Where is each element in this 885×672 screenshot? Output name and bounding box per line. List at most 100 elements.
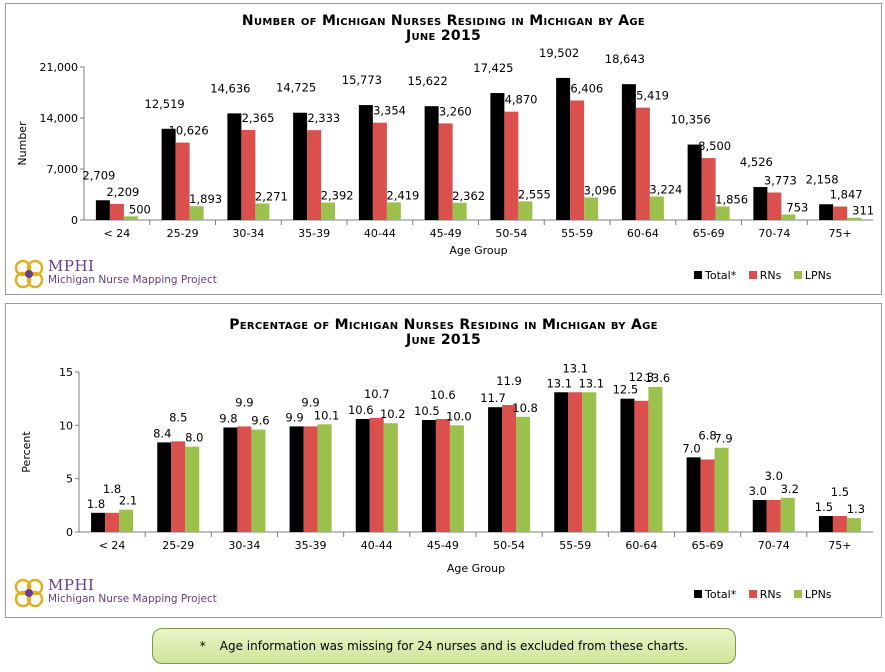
mphi-logo-subtitle: Michigan Nurse Mapping Project (48, 593, 217, 605)
count-chart-data-label-rns: 12,333 (300, 111, 340, 125)
count-chart-data-label-total: 2,709 (82, 168, 115, 182)
count-chart-data-label-total: 2,158 (806, 172, 839, 186)
percent-chart-bar-lpns-50-54 (516, 416, 531, 532)
percent-chart-data-label-lpns: 8.0 (185, 431, 203, 445)
percent-chart-x-tick-label: 35-39 (295, 539, 327, 552)
percent-chart-data-label-rns: 12.3 (629, 370, 655, 384)
count-chart-bar-rns-50-54 (504, 111, 519, 220)
percent-chart-data-label-rns: 10.7 (364, 387, 390, 401)
count-chart-x-tick-label: 65-69 (693, 227, 725, 240)
percent-chart-bar-total-35-39 (289, 426, 304, 532)
footnote-text: Age information was missing for 24 nurse… (219, 639, 689, 653)
count-chart-data-label-lpns: 2,419 (386, 188, 419, 202)
count-chart-data-label-rns: 10,626 (169, 124, 209, 138)
percent-chart-data-label-rns: 1.8 (103, 482, 121, 496)
percent-chart-x-tick-label: < 24 (99, 539, 126, 552)
percent-chart-y-tick-label: 5 (66, 473, 73, 486)
count-chart-svg: 0 7,000 14,000 21,000 Number < 24 2,709 2,209 50… (16, 46, 874, 257)
percent-chart-data-label-rns: 13.1 (562, 361, 588, 375)
percent-chart-bar-lpns-60-64 (648, 386, 663, 532)
percent-chart-x-tick-label: 65-69 (692, 539, 724, 552)
percent-chart-data-label-rns: 8.5 (169, 410, 187, 424)
mphi-logo-icon (14, 259, 44, 289)
count-chart-data-label-lpns: 1,856 (715, 192, 748, 206)
legend-item-lpns: LPNs (793, 588, 832, 601)
percent-chart-data-label-total: 10.5 (414, 404, 440, 418)
percent-chart-bar-total-30-34 (223, 427, 238, 532)
count-chart-x-tick-label: 50-54 (495, 227, 527, 240)
count-chart-bar-total-55-59 (556, 77, 571, 220)
percent-chart-bar-lpns-40-44 (383, 423, 398, 532)
count-chart-x-tick-label: 35-39 (298, 227, 330, 240)
percent-chart-bar-rns-70-74 (766, 500, 781, 532)
count-chart-data-label-rns: 2,209 (106, 185, 139, 199)
count-chart-bar-rns-35-39 (307, 130, 322, 220)
percent-chart-bar-total-60-64 (620, 398, 635, 532)
count-chart-data-label-total: 18,643 (605, 52, 645, 66)
count-chart-bar-lpns-30-34 (255, 203, 270, 220)
count-chart-bar-total-70-74 (753, 187, 768, 220)
count-chart-bar-lpns-55-59 (584, 197, 599, 220)
percent-chart-bar-lpns-65-69 (714, 447, 729, 532)
percent-chart-data-label-lpns: 3.2 (781, 482, 799, 496)
percent-chart-data-label-total: 9.8 (219, 411, 237, 425)
count-chart-bar-total-35-39 (293, 112, 308, 220)
percent-chart-data-label-lpns: 10.2 (380, 407, 406, 421)
count-chart-data-label-lpns: 3,224 (649, 183, 682, 197)
percent-chart-bar-total-75 (818, 516, 833, 532)
count-chart-data-label-lpns: 2,555 (518, 187, 551, 201)
count-chart-data-label-rns: 15,419 (629, 89, 669, 103)
legend-item-rns: RNs (748, 588, 781, 601)
count-chart-bar-total-60-64 (621, 84, 636, 221)
count-chart-bar-total-50-54 (490, 93, 505, 220)
count-chart-data-label-rns: 1,847 (830, 188, 863, 202)
percent-chart-data-label-lpns: 10.0 (446, 409, 472, 423)
percent-chart-bar-total-40-44 (355, 418, 370, 532)
percent-chart-bar-rns-35-39 (303, 426, 318, 532)
count-chart-panel: Number of Michigan Nurses Residing in Mi… (5, 3, 882, 295)
percent-chart-data-label-total: 9.9 (285, 410, 303, 424)
percent-chart-bar-rns-55-59 (568, 392, 583, 532)
percent-chart-x-tick-label: 50-54 (493, 539, 525, 552)
count-chart-bar-lpns-75 (847, 217, 862, 220)
count-chart-data-label-lpns: 2,271 (255, 189, 288, 203)
mphi-logo: MPHI Michigan Nurse Mapping Project (12, 576, 217, 610)
count-chart-x-tick-label: 30-34 (232, 227, 264, 240)
mphi-logo-icon (14, 578, 44, 608)
count-chart-data-label-total: 15,773 (342, 73, 382, 87)
count-chart-data-label-rns: 14,870 (497, 93, 537, 107)
count-chart-bar-rns-45-49 (438, 123, 453, 220)
count-chart-bar-rns-40-44 (372, 122, 387, 220)
count-chart-bar-lpns-45-49 (452, 202, 467, 220)
count-chart-y-tick-label: 0 (71, 214, 78, 227)
count-chart-x-tick-label: 60-64 (627, 227, 659, 240)
percent-chart-subtitle: June 2015 (405, 332, 482, 348)
percent-chart-x-tick-label: 45-49 (427, 539, 459, 552)
percent-chart-y-tick-label: 0 (66, 526, 73, 539)
count-chart-bar-lpns-70-74 (781, 214, 796, 220)
count-chart-bar-total-25-29 (161, 128, 176, 220)
count-chart-bar-total-24 (95, 200, 110, 220)
percent-chart-data-label-lpns: 9.6 (251, 414, 269, 428)
percent-chart-data-label-rns: 1.5 (831, 485, 849, 499)
count-chart-x-tick-label: 25-29 (167, 227, 199, 240)
percent-chart-bar-lpns-35-39 (317, 424, 332, 532)
mphi-logo-subtitle: Michigan Nurse Mapping Project (48, 274, 217, 286)
percent-chart-bar-lpns-24 (119, 509, 134, 532)
count-chart-bar-lpns-50-54 (518, 201, 533, 220)
percent-chart-bar-rns-65-69 (700, 459, 715, 532)
count-chart-data-label-total: 19,502 (539, 46, 579, 60)
legend-item-total: Total* (694, 269, 736, 282)
percent-chart-bar-total-45-49 (421, 420, 436, 532)
count-chart-bar-total-75 (819, 204, 834, 220)
count-chart-data-label-total: 14,636 (210, 81, 250, 95)
count-chart-data-label-total: 10,356 (671, 113, 711, 127)
count-chart-y-tick-label: 14,000 (40, 112, 79, 125)
count-chart-data-label-total: 17,425 (473, 61, 513, 75)
percent-chart-y-tick-label: 15 (59, 366, 73, 379)
percent-chart-x-tick-label: 40-44 (361, 539, 393, 552)
count-chart-x-tick-label: 70-74 (758, 227, 790, 240)
percent-chart-bar-total-24 (91, 512, 106, 532)
percent-chart-bar-rns-24 (105, 512, 120, 532)
count-chart-bar-total-45-49 (424, 106, 439, 220)
